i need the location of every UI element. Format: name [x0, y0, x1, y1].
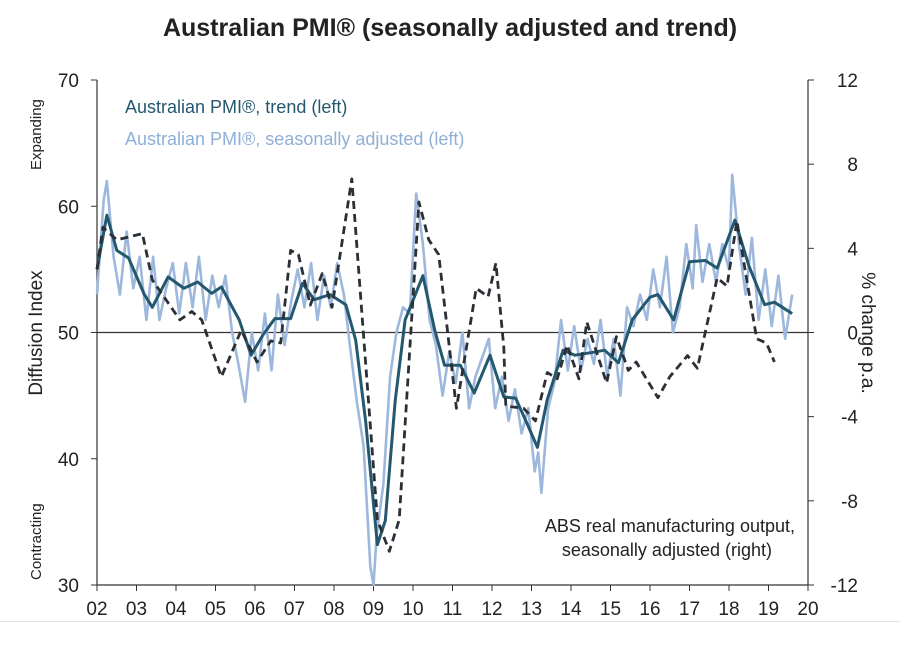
y2-tick-label: 4 [847, 239, 858, 260]
x-tick-label: 07 [284, 599, 305, 620]
chart-title: Australian PMI® (seasonally adjusted and… [162, 14, 738, 42]
legend-sa: Australian PMI®, seasonally adjusted (le… [125, 129, 464, 149]
x-tick-label: 19 [758, 599, 779, 620]
x-tick-label: 13 [521, 599, 542, 620]
y2-axis-title: % change p.a. [857, 272, 878, 393]
y-tick-label: 70 [58, 71, 79, 92]
series-pmi-trend [95, 213, 794, 547]
y-tick-label: 50 [58, 324, 79, 345]
y-tick-label: 60 [58, 197, 79, 218]
x-tick-label: 11 [443, 599, 463, 620]
y2-tick-label: 0 [847, 324, 858, 345]
y-axis-title: Diffusion Index [26, 270, 47, 396]
x-tick-label: 04 [165, 599, 187, 620]
y2-tick-label: -8 [841, 492, 858, 513]
series-abs-manufacturing-output [95, 177, 776, 553]
y2-tick-label: -4 [841, 408, 858, 429]
x-tick-label: 09 [363, 599, 384, 620]
abs-annotation-line2: seasonally adjusted (right) [562, 540, 772, 560]
x-tick-label: 16 [639, 599, 660, 620]
y2-tick-label: 12 [837, 71, 858, 92]
y2-tick-label: -12 [831, 576, 858, 597]
series-pmi-seasonally-adjusted [95, 173, 794, 587]
expanding-label: Expanding [28, 99, 45, 170]
x-tick-label: 18 [718, 599, 739, 620]
bottom-divider [0, 621, 900, 622]
legend-trend: Australian PMI®, trend (left) [125, 97, 347, 117]
x-tick-label: 20 [797, 599, 818, 620]
x-tick-label: 02 [86, 599, 107, 620]
x-tick-label: 15 [600, 599, 621, 620]
x-tick-label: 03 [126, 599, 147, 620]
y-tick-label: 40 [58, 450, 79, 471]
y2-tick-label: 8 [847, 155, 858, 176]
x-tick-label: 14 [560, 599, 582, 620]
abs-annotation-line1: ABS real manufacturing output, [545, 516, 795, 536]
x-tick-label: 17 [679, 599, 700, 620]
x-tick-label: 05 [205, 599, 226, 620]
x-tick-label: 08 [323, 599, 344, 620]
contracting-label: Contracting [28, 503, 45, 580]
y-tick-label: 30 [58, 576, 79, 597]
x-tick-label: 10 [402, 599, 423, 620]
x-tick-label: 12 [481, 599, 502, 620]
x-tick-label: 06 [244, 599, 265, 620]
